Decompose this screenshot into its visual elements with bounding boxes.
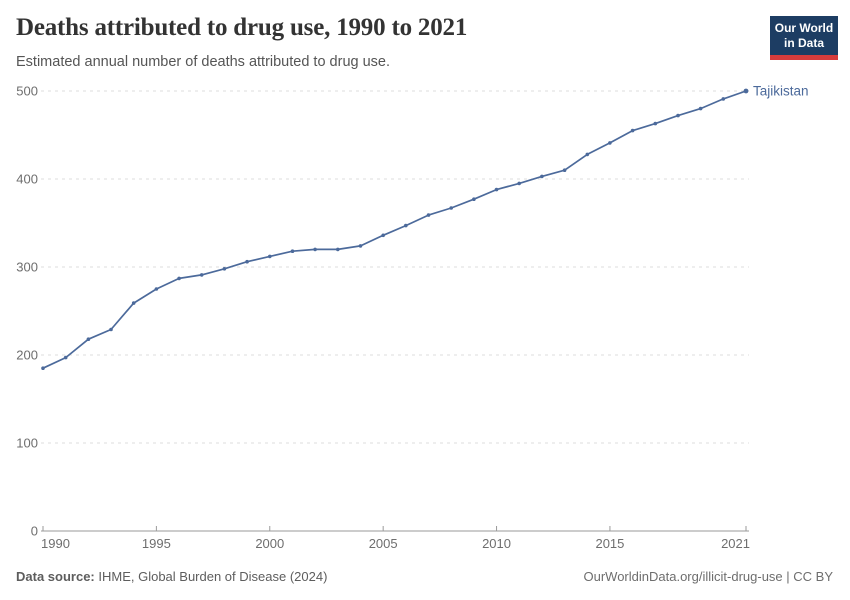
data-point — [608, 141, 612, 145]
data-point — [562, 168, 567, 172]
data-point — [381, 233, 386, 238]
data-point — [449, 206, 454, 210]
x-tick-label: 2000 — [255, 536, 284, 551]
data-point — [472, 197, 476, 201]
data-point — [585, 152, 590, 157]
data-point — [177, 276, 181, 281]
data-point — [86, 337, 91, 342]
data-source-label: Data source: — [16, 569, 95, 584]
chart-subtitle: Estimated annual number of deaths attrib… — [16, 54, 391, 70]
y-tick-label: 300 — [16, 260, 38, 275]
data-point — [199, 273, 204, 277]
data-point — [245, 259, 249, 264]
data-point — [268, 254, 272, 259]
credit-link[interactable]: OurWorldinData.org/illicit-drug-use | CC… — [583, 569, 834, 584]
x-tick-label: 1995 — [142, 536, 171, 551]
data-point — [540, 174, 544, 179]
data-point — [313, 247, 317, 252]
owid-logo-line2: in Data — [783, 36, 824, 50]
y-tick-label: 0 — [31, 524, 38, 539]
data-point — [336, 247, 340, 252]
data-point — [41, 366, 45, 371]
data-point — [290, 249, 295, 253]
data-point — [743, 88, 749, 94]
data-point — [222, 267, 227, 271]
data-point — [698, 106, 703, 111]
data-source: Data source: IHME, Global Burden of Dise… — [16, 569, 327, 584]
data-point — [63, 355, 68, 360]
entity-label-tajikistan[interactable]: Tajikistan — [753, 84, 809, 99]
y-tick-label: 100 — [16, 436, 38, 451]
x-tick-label: 1990 — [41, 536, 70, 551]
x-tick-label: 2005 — [369, 536, 398, 551]
data-point — [109, 327, 113, 332]
chart-title: Deaths attributed to drug use, 1990 to 2… — [16, 14, 468, 41]
x-tick-label: 2015 — [595, 536, 624, 551]
y-tick-label: 500 — [16, 84, 38, 99]
owid-logo-line1: Our World — [774, 21, 834, 35]
data-source-text: IHME, Global Burden of Disease (2024) — [94, 569, 328, 584]
data-point — [426, 213, 431, 217]
data-line-tajikistan — [42, 90, 747, 370]
data-point — [653, 121, 658, 126]
data-point — [676, 113, 680, 118]
data-point — [358, 244, 363, 248]
y-tick-label: 200 — [16, 348, 38, 363]
owid-logo: Our World in Data — [770, 16, 838, 60]
x-tick-label: 2010 — [482, 536, 511, 551]
y-tick-label: 400 — [16, 172, 38, 187]
x-tick-label: 2021 — [721, 536, 750, 551]
data-point — [630, 128, 635, 133]
data-point — [131, 301, 136, 305]
data-point — [494, 187, 499, 192]
data-point — [517, 181, 521, 186]
data-point — [404, 223, 408, 228]
data-point — [721, 97, 726, 101]
data-point — [154, 287, 159, 291]
